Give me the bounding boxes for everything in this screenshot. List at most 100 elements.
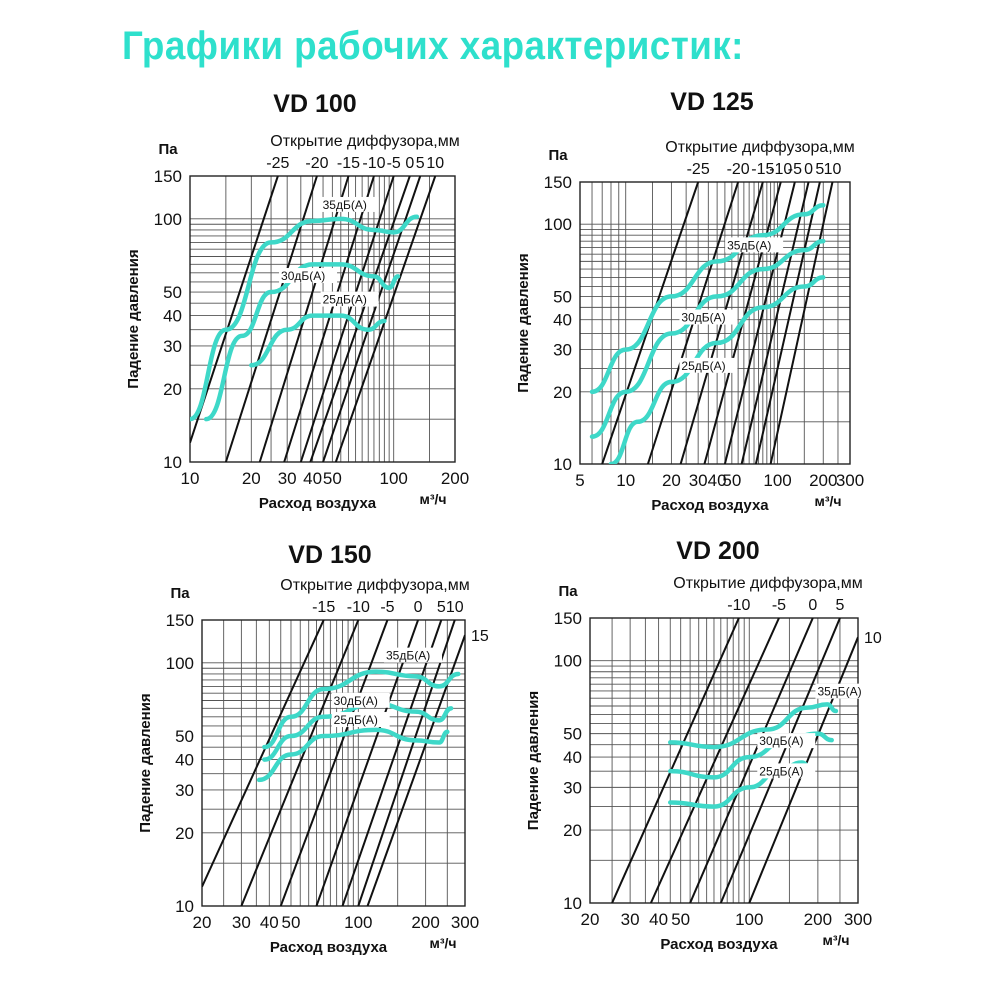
noise-curve [589, 238, 826, 439]
x-tick-label: 100 [763, 471, 791, 490]
x-unit-label: м³/ч [419, 491, 446, 507]
y-tick-label: 20 [175, 824, 194, 843]
x-tick-label: 40 [649, 910, 668, 929]
opening-lines [202, 620, 465, 906]
noise-label-text: 35дБ(А) [727, 238, 771, 252]
y-tick-label: 30 [175, 781, 194, 800]
noise-curve [203, 262, 401, 422]
y-tick-label: 40 [553, 311, 572, 330]
x-tick-label: 40 [303, 469, 322, 488]
opening-line-label: 0 [808, 597, 817, 614]
opening-line-label: 0 [405, 155, 414, 172]
noise-label-bg [384, 647, 443, 663]
opening-line-label: -5 [380, 599, 394, 616]
plot-frame [589, 617, 859, 904]
opening-line-label: -15 [337, 155, 360, 172]
noise-curve [608, 275, 826, 464]
opening-line-label: 0 [804, 161, 813, 178]
opening-line [357, 620, 456, 906]
noise-curve-label: 35дБ(А) [320, 196, 379, 212]
x-tick-label: 300 [836, 471, 864, 490]
x-tick-label: 100 [735, 910, 763, 929]
x-axis-label: Расход воздуха [651, 497, 769, 514]
opening-line-label: -10 [727, 597, 750, 614]
y-tick-label: 50 [563, 725, 582, 744]
opening-line-label: -15 [751, 161, 774, 178]
noise-curve-label: 30дБ(А) [331, 692, 390, 708]
y-tick-label: 150 [554, 609, 582, 628]
noise-label-text: 35дБ(А) [817, 685, 861, 699]
plot-frame [189, 175, 456, 463]
opening-line-label: -20 [727, 161, 750, 178]
y-axis-label: Падение давления [137, 693, 154, 832]
opening-line [740, 182, 810, 464]
x-tick-label: 100 [379, 469, 407, 488]
noise-label-text: 25дБ(А) [681, 359, 725, 373]
opening-line [649, 618, 780, 903]
opening-line [315, 620, 419, 906]
x-tick-label: 20 [581, 910, 600, 929]
page-title: Графики рабочих характеристик: [122, 24, 744, 68]
noise-label-bg [320, 291, 379, 307]
opening-line-label: -5 [772, 597, 786, 614]
y-tick-label: 40 [163, 307, 182, 326]
x-tick-label: 10 [616, 471, 635, 490]
noise-label-text: 30дБ(А) [281, 269, 325, 283]
noise-curve [262, 669, 461, 750]
y-tick-label: 100 [166, 654, 194, 673]
chart-title: VD 150 [288, 541, 371, 569]
y-tick-label: 30 [563, 778, 582, 797]
x-tick-label: 20 [662, 471, 681, 490]
plot-frame [579, 181, 851, 465]
opening-line [719, 618, 841, 903]
chart-title: VD 200 [676, 537, 759, 565]
noise-curve-label: 30дБ(А) [279, 268, 338, 284]
x-tick-label: 30 [689, 471, 708, 490]
opening-line [309, 176, 411, 462]
opening-line-label: 5 [437, 599, 446, 616]
top-axis-label: Открытие диффузора,мм [673, 575, 863, 592]
x-tick-label: 200 [441, 469, 469, 488]
y-axis-label: Падение давления [515, 253, 532, 392]
y-tick-label: 10 [163, 453, 182, 472]
y-tick-label: 40 [563, 748, 582, 767]
grid [589, 617, 859, 904]
opening-line-label: -25 [687, 161, 710, 178]
y-tick-label: 50 [553, 287, 572, 306]
y-tick-label: 50 [175, 727, 194, 746]
y-tick-label: 40 [175, 751, 194, 770]
noise-label-bg [679, 309, 738, 325]
y-tick-label: 20 [563, 821, 582, 840]
noise-curves [190, 214, 420, 422]
x-tick-label: 200 [804, 910, 832, 929]
opening-line [341, 620, 443, 906]
noise-curve-label: 35дБ(А) [815, 683, 874, 699]
opening-line-label: 10 [864, 630, 882, 647]
x-unit-label: м³/ч [822, 932, 849, 948]
noise-label-bg [815, 683, 874, 699]
x-axis-label: Расход воздуха [270, 939, 388, 956]
y-tick-label: 150 [544, 173, 572, 192]
opening-line [611, 618, 740, 903]
x-tick-label: 5 [575, 471, 584, 490]
noise-curve [256, 727, 450, 783]
opening-line [202, 620, 325, 888]
noise-label-bg [331, 692, 390, 708]
x-axis-label: Расход воздуха [660, 936, 778, 953]
opening-line [723, 182, 796, 464]
y-tick-label: 100 [154, 210, 182, 229]
opening-line-label: 5 [416, 155, 425, 172]
x-tick-label: 300 [451, 913, 479, 932]
opening-line-label: 10 [426, 155, 444, 172]
y-tick-label: 100 [544, 215, 572, 234]
opening-line-label: -20 [305, 155, 328, 172]
x-unit-label: м³/ч [429, 935, 456, 951]
opening-line-label: -5 [788, 161, 802, 178]
noise-label-bg [757, 763, 816, 779]
noise-label-text: 25дБ(А) [323, 293, 367, 307]
noise-curves [589, 202, 826, 464]
noise-label-text: 30дБ(А) [681, 311, 725, 325]
